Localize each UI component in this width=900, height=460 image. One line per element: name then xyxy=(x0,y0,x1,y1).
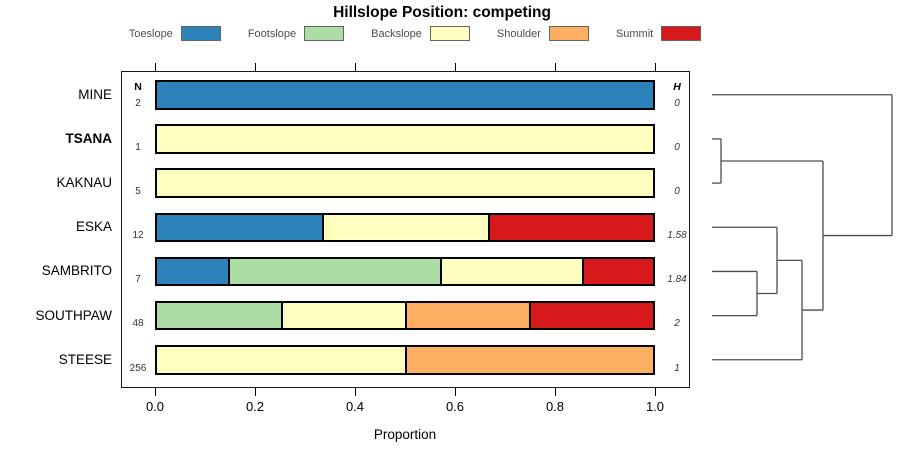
n-value: 12 xyxy=(132,230,144,241)
stacked-bar-steese xyxy=(155,345,655,375)
h-value: 2 xyxy=(674,318,680,330)
legend: Toeslope Footslope Backslope Shoulder Summit xyxy=(105,26,725,41)
x-axis-tick-top xyxy=(655,63,657,71)
x-axis-tick-label: 0.0 xyxy=(145,399,165,414)
plot-frame xyxy=(121,71,690,388)
segment-backslope xyxy=(281,302,405,329)
x-axis-tick-bottom xyxy=(155,388,157,396)
h-value: 0 xyxy=(674,97,680,109)
n-column-header: N xyxy=(134,81,142,93)
segment-toeslope xyxy=(157,82,653,108)
segment-summit xyxy=(487,214,653,240)
legend-entry-summit: Summit xyxy=(615,26,702,41)
x-axis-tick-label: 0.8 xyxy=(545,399,565,414)
segment-backslope xyxy=(157,170,653,196)
legend-swatch-icon xyxy=(180,26,221,41)
x-axis-tick-top xyxy=(355,63,357,71)
legend-swatch-icon xyxy=(429,26,470,41)
x-axis-tick-bottom xyxy=(555,388,557,396)
h-value: 1.58 xyxy=(667,230,687,241)
segment-backslope xyxy=(440,258,583,285)
segment-summit xyxy=(582,258,653,285)
legend-entry-footslope: Footslope xyxy=(247,26,345,41)
x-axis-tick-label: 0.6 xyxy=(445,399,465,414)
row-label-sambrito: SAMBRITO xyxy=(41,263,112,279)
h-column-header: H xyxy=(673,81,681,93)
legend-label: Shoulder xyxy=(496,27,541,40)
h-value: 1 xyxy=(674,362,680,374)
n-value: 256 xyxy=(129,362,147,374)
legend-swatch-icon xyxy=(661,26,702,41)
segment-summit xyxy=(529,302,653,329)
legend-entry-backslope: Backslope xyxy=(371,26,470,41)
stacked-bar-eska xyxy=(155,212,655,242)
legend-entry-shoulder: Shoulder xyxy=(497,26,589,41)
legend-swatch-icon xyxy=(304,26,345,41)
h-value: 1.84 xyxy=(667,274,687,286)
n-value: 2 xyxy=(135,97,141,109)
row-label-mine: MINE xyxy=(78,86,112,102)
stacked-bar-sambrito xyxy=(155,256,655,287)
segment-footslope xyxy=(157,302,281,329)
x-axis-tick-top xyxy=(455,63,457,71)
x-axis-tick-bottom xyxy=(355,388,357,396)
legend-entry-toeslope: Toeslope xyxy=(129,26,221,41)
x-axis-tick-label: 1.0 xyxy=(645,399,665,414)
n-value: 1 xyxy=(135,141,141,153)
legend-label: Summit xyxy=(615,27,654,40)
h-value: 0 xyxy=(674,141,680,153)
row-label-steese: STEESE xyxy=(58,351,112,367)
row-label-southpaw: SOUTHPAW xyxy=(35,307,113,323)
segment-backslope xyxy=(157,347,405,373)
segment-shoulder xyxy=(405,347,653,373)
x-axis-tick-label: 0.4 xyxy=(345,399,365,414)
row-label-tsana: TSANA xyxy=(65,130,113,146)
segment-shoulder xyxy=(405,302,529,329)
stacked-bar-tsana xyxy=(155,124,655,154)
legend-label: Toeslope xyxy=(128,27,173,40)
h-value: 0 xyxy=(674,185,680,197)
x-axis-tick-top xyxy=(555,63,557,71)
segment-footslope xyxy=(227,258,441,285)
x-axis-tick-top xyxy=(155,63,157,71)
row-label-eska: ESKA xyxy=(75,219,112,235)
x-axis-tick-bottom xyxy=(255,388,257,396)
stacked-bar-southpaw xyxy=(155,300,655,331)
segment-toeslope xyxy=(157,258,228,285)
n-value: 5 xyxy=(135,185,141,197)
stacked-bar-mine xyxy=(155,80,655,110)
x-axis-tick-top xyxy=(255,63,257,71)
segment-backslope xyxy=(157,126,653,152)
legend-swatch-icon xyxy=(548,26,589,41)
segment-toeslope xyxy=(157,214,323,240)
row-label-kaknau: KAKNAU xyxy=(56,175,112,191)
legend-label: Footslope xyxy=(247,27,297,40)
stacked-bar-kaknau xyxy=(155,168,655,198)
x-axis-tick-label: 0.2 xyxy=(245,399,265,414)
x-axis-title: Proportion xyxy=(373,427,437,442)
chart-title: Hillslope Position: competing xyxy=(333,4,551,21)
x-axis-tick-bottom xyxy=(655,388,657,396)
n-value: 7 xyxy=(135,274,141,286)
n-value: 48 xyxy=(132,318,144,330)
legend-label: Backslope xyxy=(371,27,422,40)
x-axis-tick-bottom xyxy=(455,388,457,396)
segment-backslope xyxy=(322,214,488,240)
